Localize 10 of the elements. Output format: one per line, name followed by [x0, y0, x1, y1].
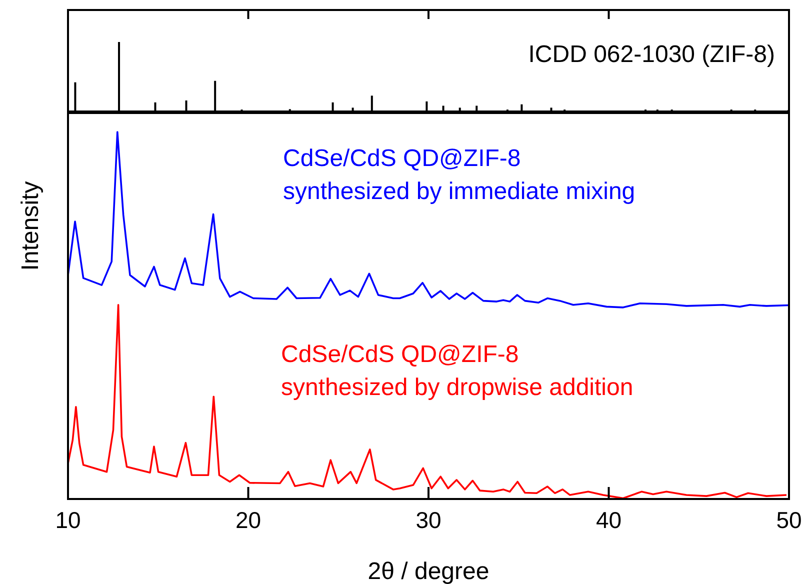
text: CdSe/CdS QD@ZIF-8 synthesized by immediate mixing [283, 145, 636, 205]
x-tick-label: 30 [416, 507, 442, 533]
x-tick-label: 40 [596, 507, 622, 533]
x-tick-label: 10 [55, 507, 81, 533]
x-axis-title: 2θ / degree [368, 558, 490, 584]
y-axis-title: Intensity [17, 181, 44, 271]
x-tick-label: 20 [235, 507, 262, 533]
annotation: ICDD 062-1030 (ZIF-8) [528, 41, 775, 68]
text: CdSe/CdS QD@ZIF-8 synthesized by dropwise addition [281, 341, 634, 401]
x-tick-label: 50 [776, 507, 802, 533]
